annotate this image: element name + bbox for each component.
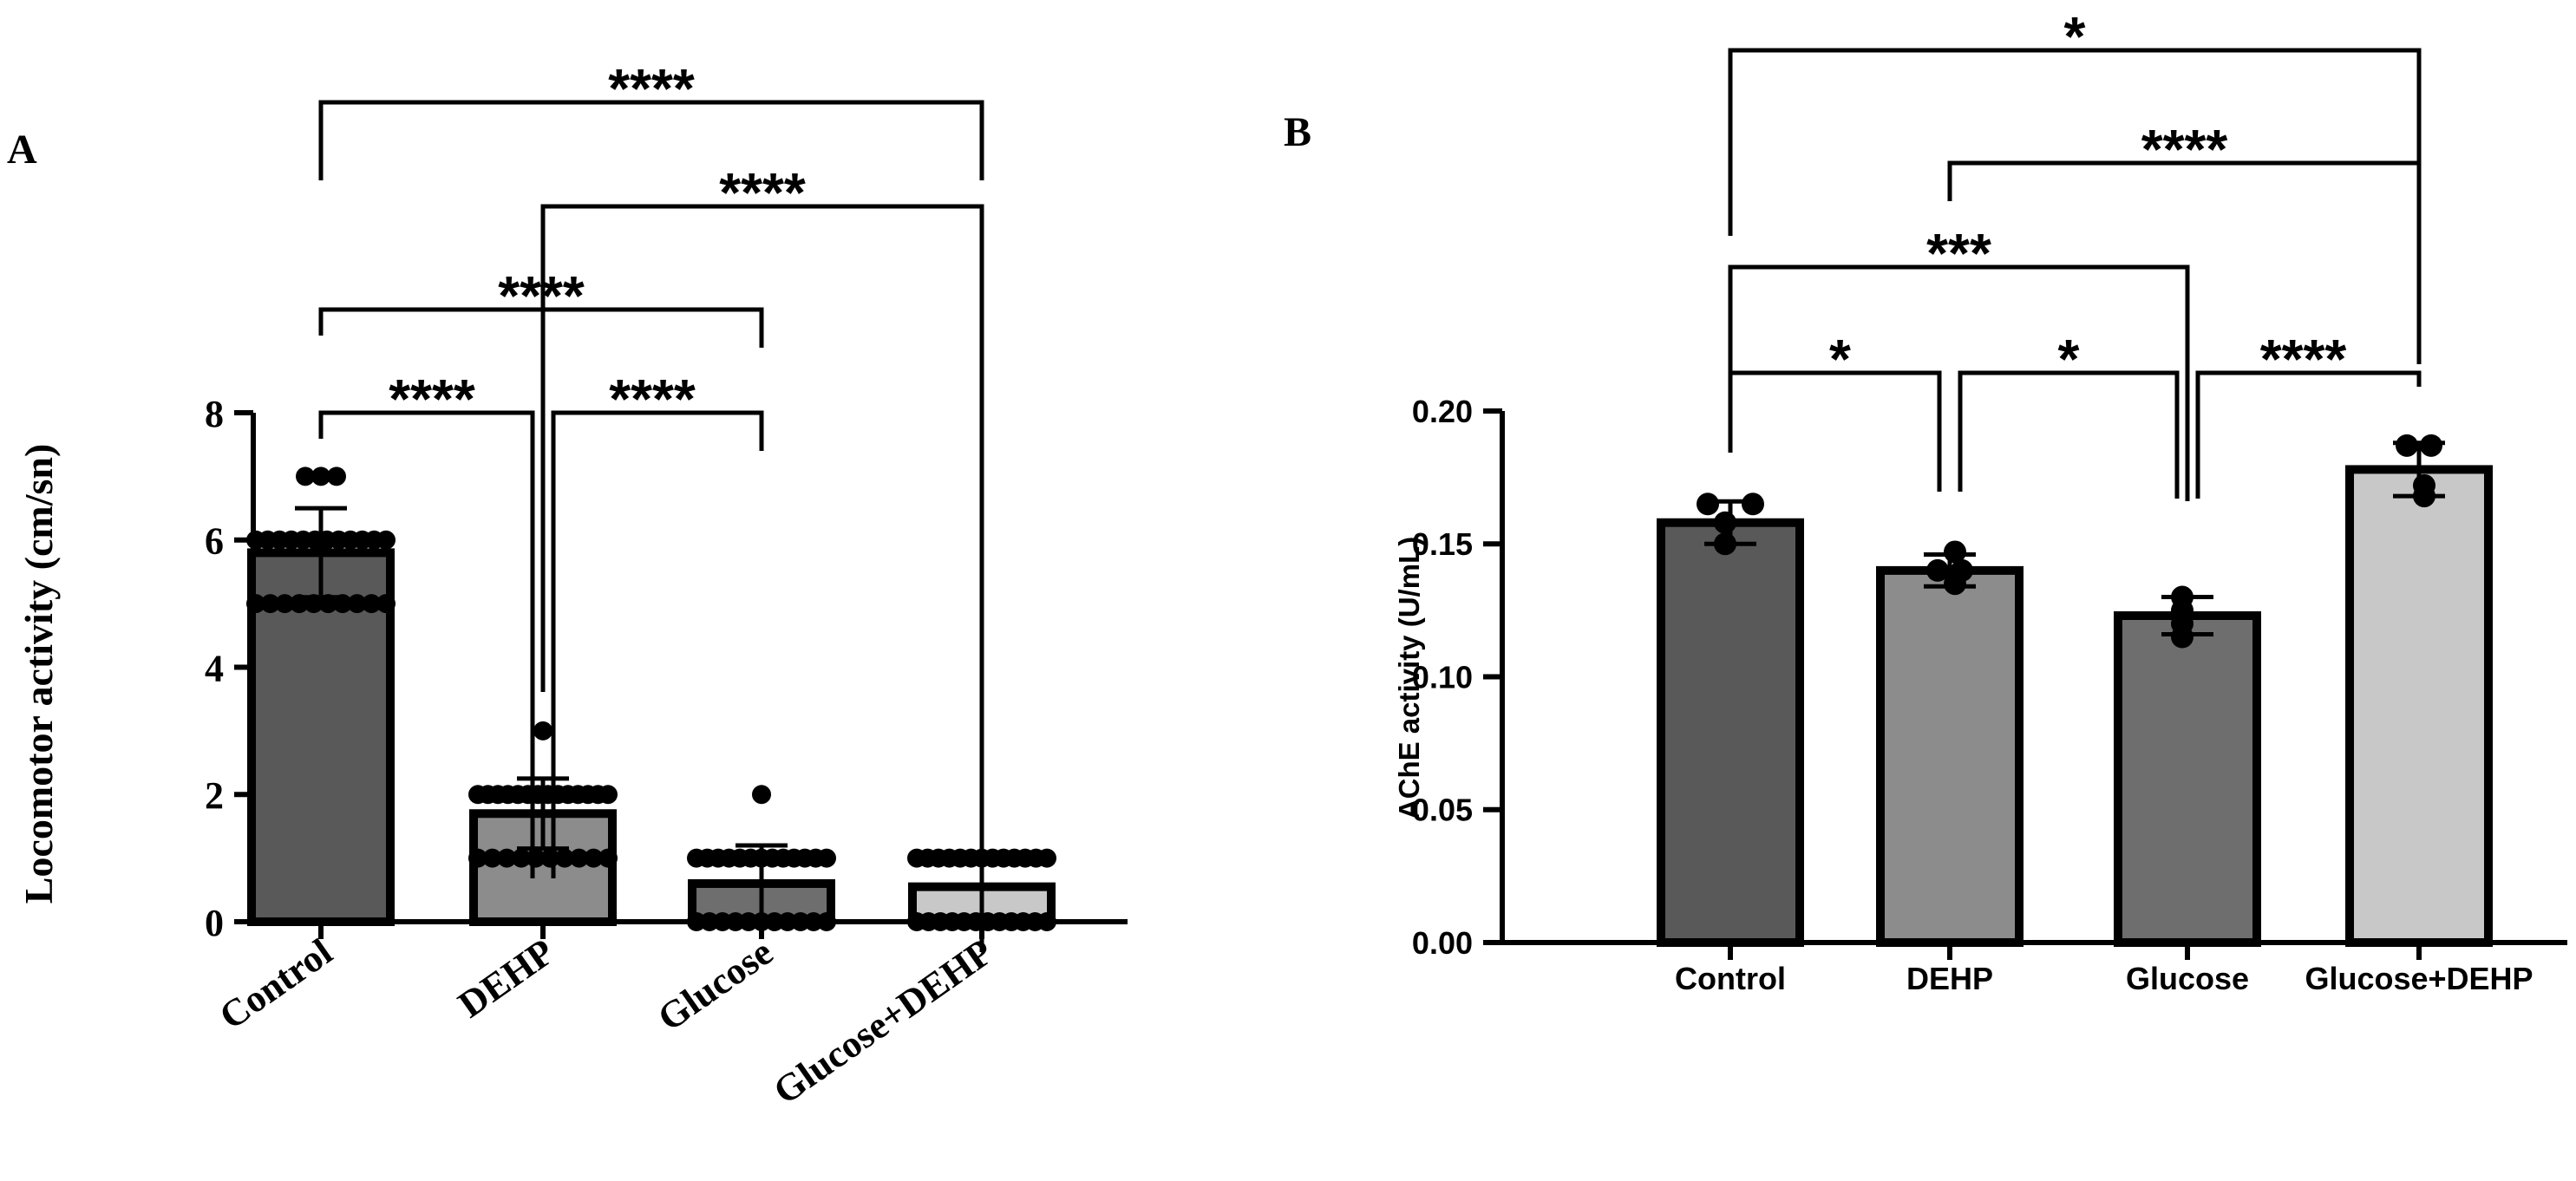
data-point	[817, 848, 836, 868]
data-point	[482, 848, 502, 868]
significance-stars: ****	[609, 368, 696, 430]
y-tick-label: 8	[205, 393, 224, 435]
data-point	[1037, 912, 1056, 931]
data-point	[362, 594, 382, 614]
data-point	[569, 848, 589, 868]
bar-glucose-dehp	[2345, 465, 2493, 947]
data-point	[311, 467, 330, 486]
data-point	[2413, 473, 2435, 497]
significance-stars: ****	[2260, 328, 2347, 390]
significance-bracket	[1728, 48, 2422, 250]
data-point	[468, 848, 487, 868]
bar-dehp	[1876, 565, 2024, 948]
x-tick-label: Glucose+DEHP	[766, 930, 1001, 1112]
y-tick-label: 6	[205, 520, 224, 563]
data-point	[2396, 434, 2418, 457]
x-tick-label: Glucose+DEHP	[2305, 961, 2533, 996]
data-point	[327, 467, 346, 486]
significance-bracket	[1947, 160, 2422, 364]
y-tick-label: 0.10	[1412, 659, 1473, 695]
significance-bracket	[1728, 370, 1942, 492]
panel-b-y-axis-label: AChE activity (U/mL)	[1393, 537, 1425, 819]
bar-glucose	[2114, 611, 2261, 947]
panel-a: A Locomotor activity (cm/sn) 0 2 4 6 8 Contro…	[7, 57, 1128, 1112]
significance-stars: ****	[2141, 118, 2228, 180]
data-point	[296, 467, 315, 486]
significance-bracket	[1958, 370, 2180, 499]
data-point	[533, 721, 552, 741]
data-point	[512, 848, 531, 868]
significance-bracket	[1728, 264, 2190, 501]
data-point	[1944, 540, 1966, 564]
panel-a-y-axis-label: Locomotor activity (cm/sn)	[16, 444, 61, 904]
data-point	[1742, 493, 1764, 516]
y-tick-label: 0.20	[1412, 394, 1473, 429]
data-point	[555, 848, 574, 868]
y-tick-label: 2	[205, 774, 224, 817]
x-tick-label: Control	[1675, 961, 1786, 996]
significance-bracket	[540, 204, 984, 952]
significance-stars: ***	[1926, 222, 1991, 284]
significance-bracket	[318, 100, 984, 180]
data-point	[598, 785, 618, 805]
x-tick-label: Glucose	[650, 930, 780, 1040]
data-point	[260, 594, 280, 614]
data-point	[1697, 493, 1719, 516]
data-point	[497, 848, 517, 868]
data-point	[1951, 558, 1973, 582]
significance-stars: ****	[719, 161, 806, 224]
significance-stars: *	[2064, 5, 2086, 68]
data-point	[347, 594, 367, 614]
x-tick-label: Glucose	[2126, 961, 2249, 996]
y-tick-label: 0.15	[1412, 526, 1473, 562]
data-point	[584, 848, 604, 868]
significance-bracket	[318, 410, 535, 878]
data-point	[1037, 848, 1056, 868]
significance-stars: *	[2058, 328, 2080, 390]
data-point	[598, 848, 618, 868]
significance-stars: *	[1829, 328, 1851, 390]
data-point	[1714, 511, 1736, 534]
data-point	[752, 785, 771, 805]
y-tick-label: 0.00	[1412, 925, 1473, 961]
data-point	[2420, 434, 2442, 457]
data-point	[817, 912, 836, 931]
significance-bracket	[551, 410, 764, 878]
y-tick-label: 0	[205, 902, 224, 944]
panel-a-label: A	[7, 127, 37, 173]
y-tick-label: 4	[205, 647, 224, 689]
significance-stars: ****	[608, 57, 695, 120]
x-tick-label: DEHP	[451, 930, 562, 1026]
y-tick-label: 0.05	[1412, 793, 1473, 828]
x-tick-label: Control	[212, 930, 340, 1038]
significance-bracket	[2195, 370, 2422, 499]
data-point	[376, 530, 396, 550]
significance-stars: ****	[498, 264, 585, 327]
data-point	[1926, 558, 1949, 582]
x-tick-label: DEHP	[1906, 961, 1993, 996]
data-point	[376, 594, 396, 614]
panel-b: B AChE activity (U/mL) 0.00 0.05 0.10 0.15 0…	[1284, 5, 2567, 996]
data-point	[246, 594, 265, 614]
significance-bracket	[318, 307, 764, 348]
panel-b-label: B	[1284, 109, 1311, 155]
significance-stars: ****	[389, 368, 475, 430]
bar-control	[1657, 518, 1804, 947]
data-point	[275, 594, 295, 614]
